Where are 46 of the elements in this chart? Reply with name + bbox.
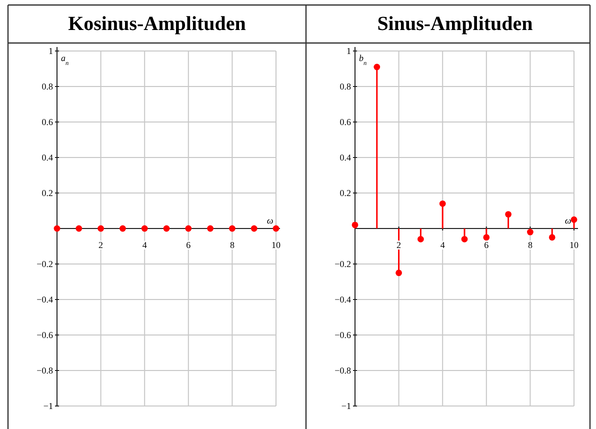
x-tick-label: 2 bbox=[98, 240, 104, 250]
x-axis-title: ω bbox=[564, 216, 572, 226]
y-tick-label: 1 bbox=[48, 46, 53, 56]
y-tick-label: −0.8 bbox=[36, 366, 54, 376]
y-tick-label: 0.4 bbox=[42, 152, 54, 162]
y-tick-label: −0.6 bbox=[36, 330, 54, 340]
y-tick-label: −0.4 bbox=[334, 294, 352, 304]
y-tick-label: 0.8 bbox=[42, 82, 54, 92]
y-axis-title: b$_{n}$ bbox=[359, 53, 367, 66]
y-axis-title: a$_{n}$ bbox=[61, 53, 69, 66]
y-tick-label: −1 bbox=[341, 401, 351, 411]
y-tick-label: −0.2 bbox=[334, 259, 351, 269]
y-tick-label: 0.6 bbox=[42, 117, 54, 127]
x-tick-label: 8 bbox=[528, 240, 533, 250]
y-tick-label: 0.6 bbox=[340, 117, 352, 127]
chart-title: Sinus-Amplituden bbox=[377, 13, 533, 35]
point bbox=[570, 216, 578, 223]
x-tick-label: 4 bbox=[440, 240, 446, 250]
y-tick-label: −0.4 bbox=[36, 294, 54, 304]
x-tick-label: 6 bbox=[186, 240, 192, 250]
point bbox=[439, 200, 446, 207]
point bbox=[527, 228, 534, 236]
point bbox=[461, 236, 468, 242]
point bbox=[548, 234, 556, 241]
point bbox=[352, 222, 358, 228]
x-tick-label: 8 bbox=[230, 240, 235, 250]
y-tick-label: 0.2 bbox=[340, 188, 351, 198]
y-tick-label: 0.8 bbox=[340, 82, 352, 92]
point bbox=[418, 236, 424, 242]
x-tick-label: 10 bbox=[570, 240, 579, 250]
point bbox=[374, 64, 380, 70]
y-tick-label: −1 bbox=[43, 401, 53, 411]
y-tick-label: −0.8 bbox=[334, 366, 352, 376]
x-axis-title: ω bbox=[266, 216, 274, 226]
x-tick-label: 10 bbox=[272, 240, 281, 250]
point bbox=[505, 211, 512, 218]
y-tick-label: −0.6 bbox=[334, 330, 352, 340]
x-tick-label: 4 bbox=[142, 240, 148, 250]
x-tick-label: 6 bbox=[484, 240, 490, 250]
y-tick-label: 0.2 bbox=[42, 188, 53, 198]
chart-title: Kosinus-Amplituden bbox=[68, 13, 246, 35]
y-tick-label: 1 bbox=[346, 46, 351, 56]
point bbox=[396, 270, 402, 276]
y-tick-label: 0.4 bbox=[340, 152, 352, 162]
point bbox=[483, 234, 490, 241]
y-tick-label: −0.2 bbox=[36, 259, 53, 269]
